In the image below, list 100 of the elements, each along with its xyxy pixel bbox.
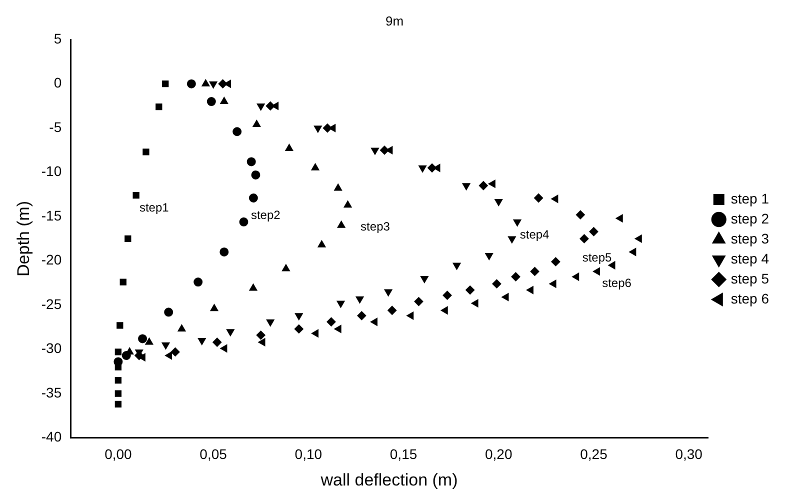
point (356, 296, 364, 304)
y-tick-label: -30 (41, 340, 62, 356)
point (466, 286, 475, 295)
point (580, 234, 589, 244)
point (206, 97, 216, 106)
point (494, 199, 503, 206)
point (336, 300, 345, 308)
point (232, 127, 242, 136)
point (471, 299, 478, 308)
point (508, 236, 516, 244)
legend-label: step 3 (730, 230, 770, 246)
point (311, 163, 320, 170)
point (226, 329, 234, 336)
x-axis-title: wall deflection (m) (320, 470, 458, 490)
point (334, 184, 342, 191)
point (114, 348, 122, 356)
point (239, 217, 248, 226)
point (114, 376, 122, 384)
y-axis-title: Depth (m) (14, 200, 33, 276)
point (218, 79, 228, 88)
point (266, 319, 274, 326)
y-tick-label: -20 (41, 252, 62, 268)
point (526, 286, 534, 294)
x-tick-label: 0,30 (675, 446, 703, 462)
point (194, 278, 203, 287)
point (440, 306, 448, 314)
y-tick-label: 0 (54, 74, 62, 91)
point (589, 227, 598, 236)
point (488, 180, 496, 188)
point (220, 344, 228, 352)
point (114, 364, 122, 370)
y-tick-label: -25 (41, 296, 62, 312)
point (312, 329, 319, 338)
point (114, 400, 122, 408)
point (513, 219, 522, 226)
point (249, 284, 258, 291)
point (634, 234, 642, 243)
y-tick-label: -15 (41, 207, 62, 224)
point (210, 304, 218, 312)
point (384, 289, 392, 296)
point (198, 338, 206, 345)
point (202, 79, 210, 86)
legend-label: step 4 (730, 250, 770, 266)
point (593, 267, 600, 276)
point (492, 279, 502, 288)
annotation: step2 (250, 208, 281, 222)
point (442, 290, 452, 300)
y-tick-label: -40 (41, 428, 62, 445)
legend-label: step 5 (730, 270, 770, 286)
point (326, 317, 336, 326)
point (162, 80, 169, 88)
point (616, 214, 623, 222)
point (212, 338, 222, 347)
point (370, 318, 378, 326)
point (170, 347, 180, 356)
point (294, 313, 303, 320)
point (282, 264, 290, 272)
point (576, 210, 585, 220)
point (220, 97, 228, 104)
point (248, 193, 258, 202)
point (186, 79, 196, 88)
point (132, 192, 140, 199)
point (252, 120, 261, 128)
point (418, 165, 426, 172)
point (371, 148, 379, 155)
point (114, 390, 122, 397)
point (294, 324, 304, 334)
point (572, 272, 580, 281)
point (549, 280, 556, 288)
x-tick-label: 0,15 (390, 446, 418, 462)
point (452, 262, 461, 270)
point (344, 200, 352, 208)
y-tick-label: -5 (49, 118, 62, 135)
point (462, 183, 470, 190)
point (256, 103, 265, 110)
point (388, 306, 397, 315)
point (142, 148, 150, 156)
point (138, 334, 148, 344)
point (414, 297, 424, 306)
point (551, 194, 558, 203)
point (178, 324, 186, 332)
point (209, 81, 218, 88)
point (511, 272, 520, 282)
annotation: step6 (602, 276, 632, 290)
point (478, 181, 488, 190)
y-tick-label: -35 (41, 384, 62, 400)
legend-label: step 1 (730, 190, 770, 206)
point (124, 235, 132, 242)
point (145, 338, 154, 345)
chart-title: 9m (385, 13, 404, 28)
point (156, 104, 162, 110)
point (122, 351, 131, 360)
point (285, 144, 294, 151)
point (530, 266, 540, 276)
point (246, 157, 256, 166)
y-tick-label: -10 (41, 163, 62, 180)
point (551, 257, 560, 266)
point (629, 248, 636, 256)
legend-label: step 6 (730, 290, 770, 306)
annotation: step1 (139, 200, 170, 215)
